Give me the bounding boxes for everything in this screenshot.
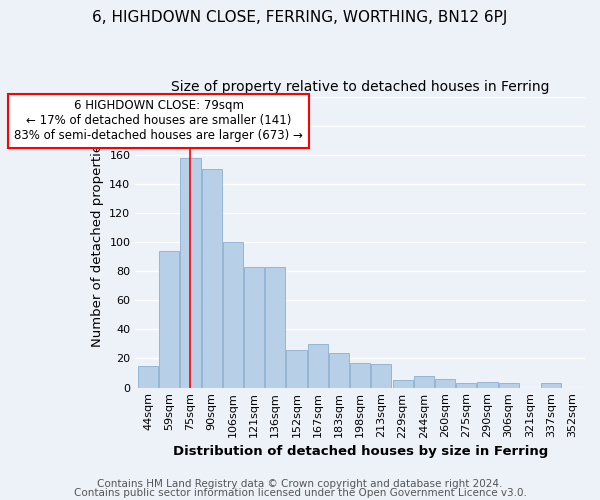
Bar <box>138 366 158 388</box>
Bar <box>541 383 561 388</box>
Bar <box>329 352 349 388</box>
Bar <box>244 267 264 388</box>
Bar <box>371 364 391 388</box>
Text: 6 HIGHDOWN CLOSE: 79sqm
← 17% of detached houses are smaller (141)
83% of semi-d: 6 HIGHDOWN CLOSE: 79sqm ← 17% of detache… <box>14 100 303 142</box>
Title: Size of property relative to detached houses in Ferring: Size of property relative to detached ho… <box>171 80 550 94</box>
Bar <box>308 344 328 388</box>
Bar <box>478 382 497 388</box>
Bar <box>456 383 476 388</box>
Bar <box>435 379 455 388</box>
Bar <box>286 350 307 388</box>
Bar <box>181 158 200 388</box>
X-axis label: Distribution of detached houses by size in Ferring: Distribution of detached houses by size … <box>173 444 548 458</box>
Bar <box>265 267 286 388</box>
Bar <box>223 242 243 388</box>
Bar <box>350 363 370 388</box>
Text: Contains HM Land Registry data © Crown copyright and database right 2024.: Contains HM Land Registry data © Crown c… <box>97 479 503 489</box>
Text: Contains public sector information licensed under the Open Government Licence v3: Contains public sector information licen… <box>74 488 526 498</box>
Y-axis label: Number of detached properties: Number of detached properties <box>91 137 104 347</box>
Bar <box>202 170 222 388</box>
Text: 6, HIGHDOWN CLOSE, FERRING, WORTHING, BN12 6PJ: 6, HIGHDOWN CLOSE, FERRING, WORTHING, BN… <box>92 10 508 25</box>
Bar <box>392 380 413 388</box>
Bar <box>414 376 434 388</box>
Bar <box>499 383 519 388</box>
Bar <box>159 251 179 388</box>
